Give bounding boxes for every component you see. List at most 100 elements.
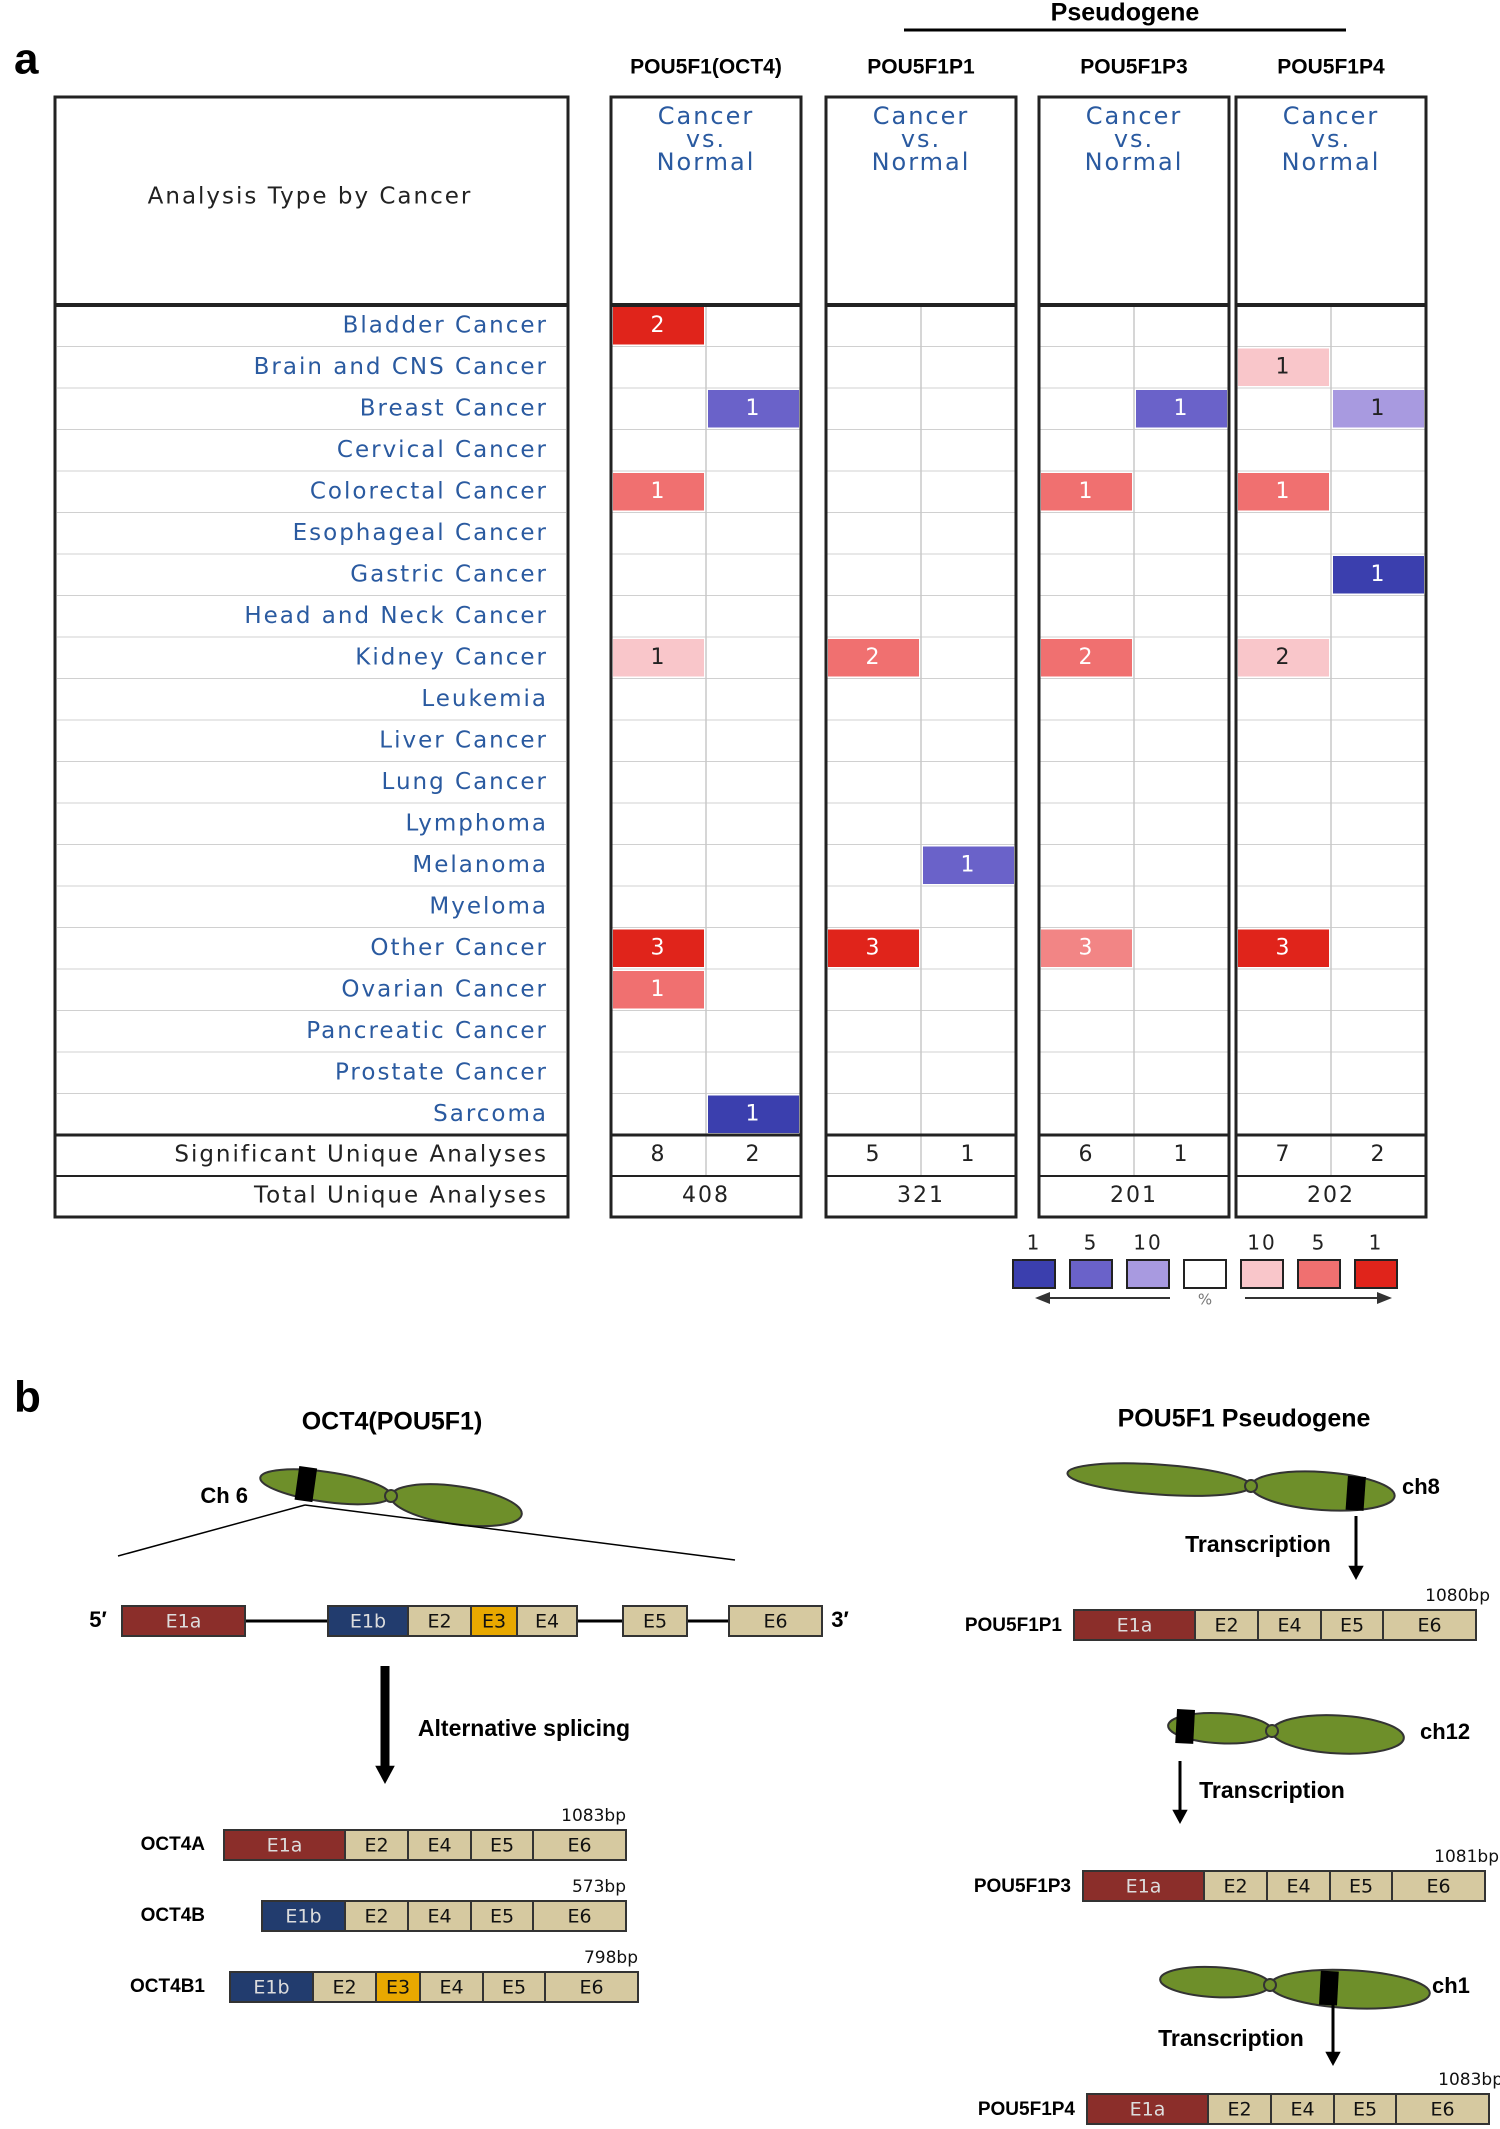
- exon-label: E3: [482, 1611, 506, 1633]
- total-count: 201: [1110, 1183, 1158, 1208]
- legend-swatch: [1354, 1259, 1398, 1289]
- exon: [622, 1605, 688, 1637]
- cancer-name: Breast Cancer: [360, 395, 548, 421]
- exon: [1073, 1609, 1196, 1641]
- exon-label: E4: [439, 1977, 463, 1999]
- cancer-name: Bladder Cancer: [343, 312, 548, 338]
- exon-label: E4: [1277, 1615, 1301, 1637]
- cell: [613, 929, 704, 967]
- cell: [1238, 929, 1329, 967]
- cancer-name: Lung Cancer: [382, 769, 548, 795]
- exon-label: E5: [643, 1611, 667, 1633]
- cell-value: 2: [651, 313, 667, 338]
- cancer-name: Brain and CNS Cancer: [254, 354, 548, 380]
- section-title: POU5F1 Pseudogene: [1118, 1405, 1371, 1433]
- chromosome-arm: [1249, 1470, 1396, 1512]
- row-header: Analysis Type by Cancer: [148, 184, 473, 210]
- exon: [470, 1829, 534, 1861]
- pseudogene-name: POU5F1P1: [965, 1615, 1063, 1636]
- legend-unit: %: [1198, 1291, 1212, 1309]
- zoom-line: [117, 1504, 306, 1557]
- zoom-line: [304, 1504, 736, 1561]
- chromosome-label: Ch 6: [200, 1483, 248, 1508]
- panel-label: b: [14, 1373, 41, 1422]
- isoform-name: OCT4A: [141, 1834, 206, 1855]
- column-subheader: vs.: [901, 125, 941, 153]
- legend-label: 5: [1084, 1231, 1099, 1255]
- chromosome-band: [1345, 1475, 1366, 1511]
- cell: [828, 639, 919, 677]
- column-subheader: Normal: [872, 148, 971, 176]
- total-count: 321: [897, 1183, 945, 1208]
- cell-value: 1: [961, 852, 977, 877]
- column-subheader: Normal: [657, 148, 756, 176]
- legend-label: 10: [1247, 1231, 1276, 1255]
- gene-name: POU5F1P4: [1277, 56, 1385, 79]
- exon-label: E1a: [166, 1611, 202, 1633]
- chromosome: [1159, 1965, 1431, 2010]
- exon-label: E2: [1227, 2099, 1251, 2121]
- exon: [1329, 1870, 1393, 1902]
- column-subheader: Normal: [1085, 148, 1184, 176]
- exon-label: E4: [1286, 1876, 1310, 1898]
- arrow-head: [1348, 1565, 1364, 1580]
- chromosome-label: ch12: [1420, 1719, 1470, 1744]
- exon: [1391, 1870, 1486, 1902]
- cell-value: 1: [651, 977, 667, 1002]
- arrow-head: [1325, 2051, 1341, 2066]
- cancer-name: Sarcoma: [433, 1101, 548, 1127]
- chromosome: [1167, 1708, 1405, 1755]
- cancer-name: Melanoma: [412, 852, 548, 878]
- exon-label: E5: [490, 1835, 514, 1857]
- chromosome-band: [1175, 1708, 1195, 1744]
- cell-value: 1: [651, 479, 667, 504]
- cell: [1333, 556, 1424, 594]
- exon-label: E4: [535, 1611, 559, 1633]
- exon-label: E1b: [350, 1611, 386, 1633]
- length-label: 1083bp: [561, 1806, 626, 1826]
- cancer-name: Colorectal Cancer: [310, 478, 548, 504]
- cancer-name: Kidney Cancer: [355, 644, 548, 670]
- cell-value: 1: [1079, 479, 1095, 504]
- cell-value: 1: [651, 645, 667, 670]
- process-label: Transcription: [1185, 1531, 1331, 1557]
- centromere: [1244, 1479, 1258, 1493]
- exon-label: E2: [332, 1977, 356, 1999]
- exon-label: E4: [1290, 2099, 1314, 2121]
- exon: [312, 1971, 377, 2003]
- exon-label: E5: [1353, 2099, 1377, 2121]
- exon: [327, 1605, 409, 1637]
- process-label: Transcription: [1158, 2025, 1304, 2051]
- legend-swatch: [1069, 1259, 1113, 1289]
- exon-label: E4: [427, 1906, 451, 1928]
- exon-label: E2: [364, 1906, 388, 1928]
- length-label: 1083bp: [1438, 2070, 1500, 2090]
- chromosome-arm: [1066, 1462, 1253, 1497]
- exon-label: E5: [490, 1906, 514, 1928]
- chromosome-label: ch8: [1402, 1474, 1440, 1499]
- isoform-name: OCT4B: [141, 1905, 205, 1926]
- exon: [1382, 1609, 1477, 1641]
- process-label: Alternative splicing: [418, 1715, 630, 1741]
- chromosome: [1066, 1462, 1396, 1512]
- five-prime: 5′: [89, 1607, 107, 1632]
- cell-value: 3: [1276, 935, 1292, 960]
- exon: [532, 1900, 627, 1932]
- pseudogene-name: POU5F1P3: [974, 1876, 1071, 1897]
- legend-swatch: [1183, 1259, 1227, 1289]
- exon: [344, 1829, 409, 1861]
- legend-swatch: [1297, 1259, 1341, 1289]
- legend-label: 1: [1027, 1231, 1042, 1255]
- exon-label: E1b: [253, 1977, 289, 1999]
- cell: [613, 307, 704, 345]
- chromosome-arm: [1268, 1968, 1431, 2010]
- exon: [516, 1605, 578, 1637]
- length-label: 573bp: [572, 1877, 626, 1897]
- cancer-name: Cervical Cancer: [337, 437, 548, 463]
- exon-label: E5: [1340, 1615, 1364, 1637]
- cancer-name: Esophageal Cancer: [293, 520, 548, 546]
- arrow-head: [1172, 1809, 1188, 1824]
- exon: [1395, 2093, 1490, 2125]
- isoform-name: OCT4B1: [130, 1976, 205, 1997]
